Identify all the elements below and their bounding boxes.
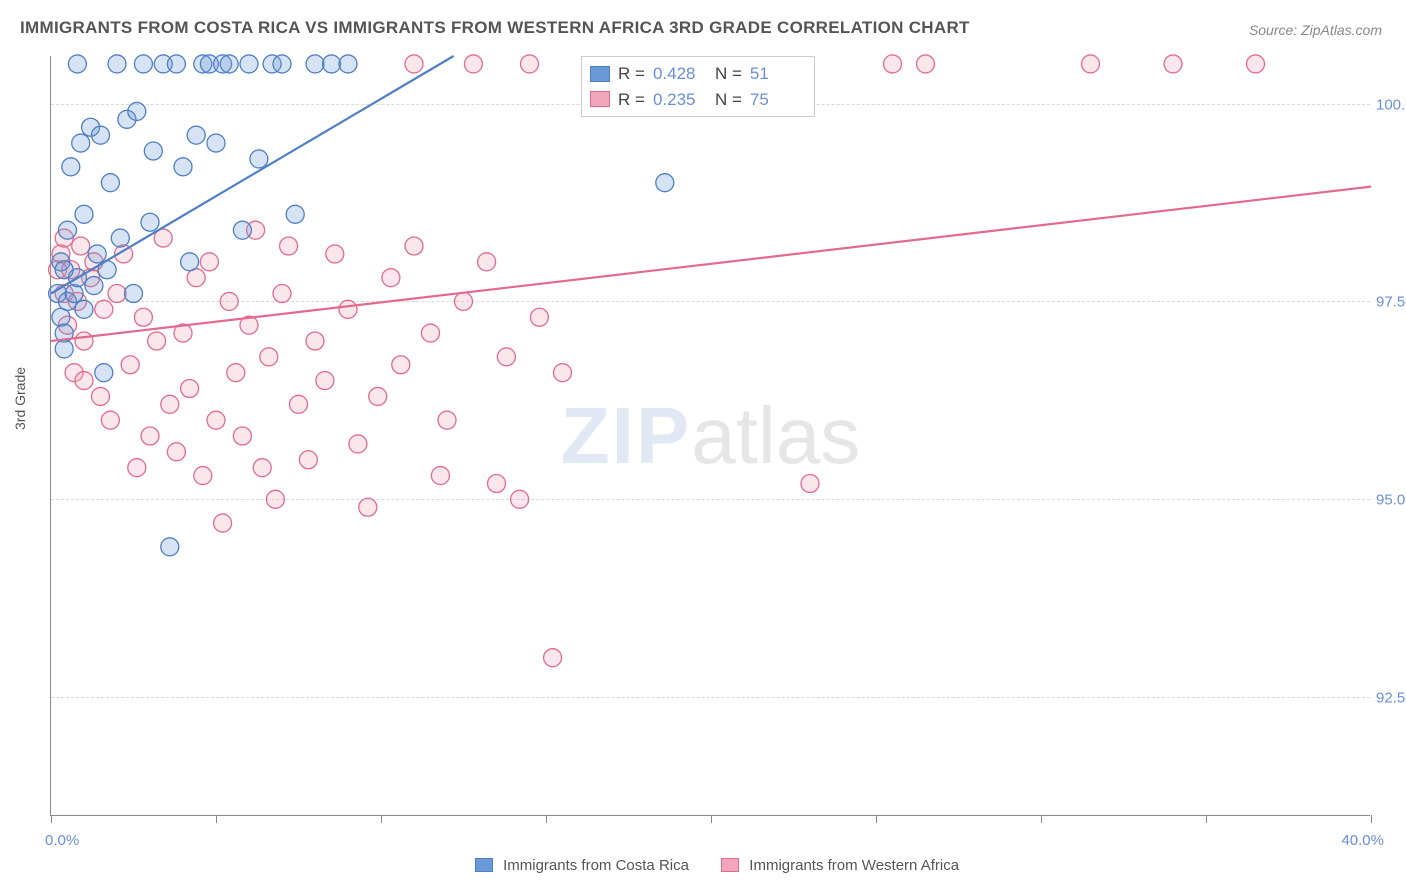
x-axis-max-label: 40.0% xyxy=(1341,832,1384,849)
legend-swatch-1 xyxy=(475,858,493,872)
swatch-series-1 xyxy=(590,66,610,82)
stats-legend-box: R = 0.428 N = 51 R = 0.235 N = 75 xyxy=(581,56,815,117)
legend-swatch-2 xyxy=(721,858,739,872)
stats-row-1: R = 0.428 N = 51 xyxy=(590,61,804,87)
legend-label-2: Immigrants from Western Africa xyxy=(749,857,959,874)
y-axis-label: 3rd Grade xyxy=(12,367,28,430)
series-legend: Immigrants from Costa Rica Immigrants fr… xyxy=(0,857,1406,874)
stat-n-value-1: 51 xyxy=(750,61,804,87)
stat-r-label: R = xyxy=(618,87,645,113)
stat-n-value-2: 75 xyxy=(750,87,804,113)
stat-r-value-2: 0.235 xyxy=(653,87,707,113)
swatch-series-2 xyxy=(590,91,610,107)
y-tick-label: 95.0% xyxy=(1376,492,1406,509)
stat-r-label: R = xyxy=(618,61,645,87)
chart-title: IMMIGRANTS FROM COSTA RICA VS IMMIGRANTS… xyxy=(20,18,970,38)
y-tick-label: 92.5% xyxy=(1376,690,1406,707)
stats-row-2: R = 0.235 N = 75 xyxy=(590,87,804,113)
scatter-chart: ZIPatlas 100.0%97.5%95.0%92.5% 0.0% 40.0… xyxy=(50,56,1370,816)
y-tick-label: 97.5% xyxy=(1376,294,1406,311)
legend-label-1: Immigrants from Costa Rica xyxy=(503,857,689,874)
source-attribution: Source: ZipAtlas.com xyxy=(1249,22,1382,38)
stat-n-label: N = xyxy=(715,87,742,113)
plot-svg xyxy=(51,56,1370,815)
x-axis-min-label: 0.0% xyxy=(45,832,79,849)
y-tick-label: 100.0% xyxy=(1376,96,1406,113)
stat-n-label: N = xyxy=(715,61,742,87)
stat-r-value-1: 0.428 xyxy=(653,61,707,87)
